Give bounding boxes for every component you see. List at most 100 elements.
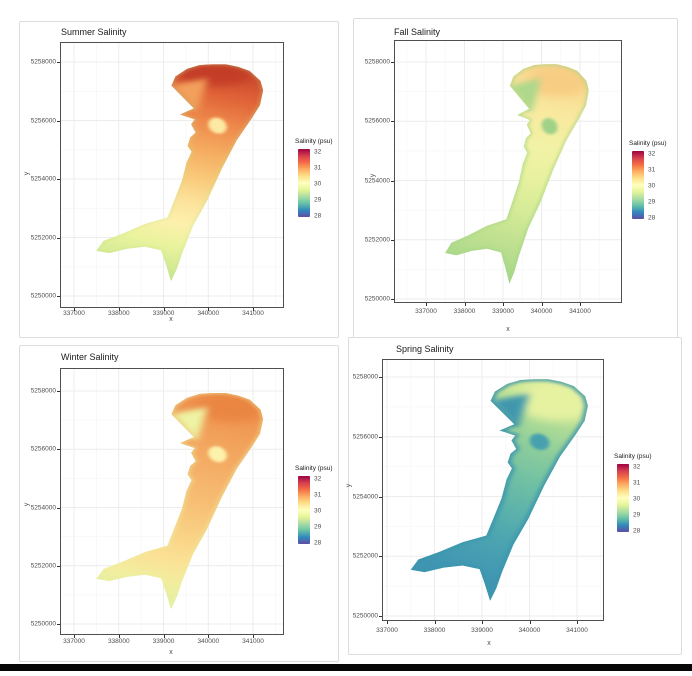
y-tick-label: 5256000 (30, 117, 56, 124)
x-tick-label: 340000 (530, 308, 553, 315)
axis-tick (482, 621, 483, 624)
map-summer (60, 42, 284, 308)
axis-tick (253, 635, 254, 638)
legend-tick: 32 (648, 150, 656, 157)
y-tick-label: 5252000 (352, 552, 378, 560)
panel-title: Spring Salinity (396, 344, 454, 354)
x-axis-label: x (169, 316, 173, 323)
y-tick-label: 5252000 (30, 562, 56, 570)
axis-tick (208, 308, 210, 311)
axis-tick (391, 239, 394, 241)
colorbar-legend: Salinity (psu) 32 31 30 29 28 (629, 140, 691, 230)
panel-fall: Fall Salinity y x Salinity (psu) 32 31 3… (353, 18, 678, 340)
x-tick-label: 340000 (197, 638, 220, 645)
panel-title: Summer Salinity (61, 27, 127, 37)
x-tick-label: 338000 (453, 308, 476, 315)
legend-title: Salinity (psu) (295, 138, 333, 145)
legend-tick: 31 (648, 166, 656, 173)
legend-title: Salinity (psu) (614, 453, 652, 460)
axis-tick (57, 62, 60, 63)
x-tick-label: 340000 (197, 310, 220, 317)
y-axis-label: y (23, 502, 31, 507)
panel-winter: Winter Salinity y x Salinity (psu) 32 31… (19, 345, 339, 662)
axis-tick (118, 308, 120, 311)
axis-tick (57, 296, 60, 297)
legend-tick: 30 (314, 180, 322, 187)
y-tick-label: 5254000 (30, 504, 56, 511)
bottom-black-bar (0, 664, 692, 671)
y-tick-label: 5258000 (30, 58, 56, 66)
axis-tick (57, 120, 60, 122)
y-axis-label: y (23, 171, 31, 176)
y-axis-label: y (345, 483, 353, 488)
legend-tick: 29 (648, 198, 656, 205)
y-tick-label: 5252000 (30, 234, 56, 241)
colorbar (298, 476, 310, 544)
axis-tick (57, 565, 60, 567)
x-axis-label: x (506, 326, 510, 333)
y-tick-label: 5250000 (364, 295, 390, 303)
axis-tick (74, 308, 75, 311)
colorbar (632, 151, 644, 219)
axis-tick (580, 303, 581, 306)
y-tick-label: 5256000 (364, 117, 390, 125)
legend-tick: 29 (314, 196, 322, 203)
axis-tick (379, 377, 382, 378)
x-tick-label: 341000 (566, 627, 588, 634)
y-tick-label: 5254000 (30, 175, 56, 183)
x-axis-label: x (169, 649, 173, 656)
axis-tick (57, 624, 60, 625)
x-tick-label: 339000 (492, 308, 514, 315)
x-tick-label: 341000 (242, 310, 264, 317)
map-fall (394, 40, 622, 303)
map-spring (382, 359, 604, 621)
axis-tick (391, 62, 394, 63)
axis-tick (163, 308, 165, 311)
legend-tick: 29 (314, 523, 322, 530)
axis-tick (379, 496, 382, 498)
axis-tick (57, 179, 60, 180)
x-axis-label: x (487, 640, 491, 647)
colorbar-legend: Salinity (psu) 32 31 30 29 28 (295, 465, 357, 555)
legend-tick: 28 (314, 539, 322, 546)
legend-tick: 30 (314, 507, 322, 514)
axis-tick (391, 121, 394, 123)
axis-tick (529, 621, 531, 624)
legend-tick: 32 (633, 463, 641, 470)
axis-tick (379, 556, 382, 558)
y-tick-label: 5252000 (364, 236, 390, 244)
axis-tick (541, 303, 543, 306)
x-tick-label: 337000 (63, 310, 85, 317)
axis-tick (577, 621, 578, 624)
x-tick-label: 339000 (471, 627, 493, 634)
legend-tick: 31 (314, 491, 322, 498)
axis-tick (426, 303, 427, 306)
axis-tick (379, 616, 382, 617)
axis-tick (163, 635, 165, 638)
axis-tick (57, 507, 60, 509)
legend-tick: 28 (633, 527, 641, 534)
x-tick-label: 337000 (63, 638, 85, 645)
x-tick-label: 338000 (107, 310, 130, 317)
gridlines (382, 359, 604, 621)
axis-tick (464, 303, 466, 306)
axis-tick (391, 299, 394, 300)
y-tick-label: 5256000 (30, 445, 56, 453)
axis-tick (208, 635, 210, 638)
axis-tick (434, 621, 436, 624)
map-winter (60, 368, 284, 635)
legend-tick: 28 (648, 214, 656, 221)
panel-spring: Spring Salinity y x Salinity (psu) 32 31… (345, 337, 682, 655)
y-tick-label: 5254000 (352, 493, 378, 500)
panel-title: Winter Salinity (61, 352, 119, 362)
legend-title: Salinity (psu) (295, 465, 333, 472)
y-tick-label: 5250000 (352, 612, 378, 620)
legend-tick: 30 (648, 182, 656, 189)
colorbar (298, 149, 310, 217)
colorbar-legend: Salinity (psu) 32 31 30 29 28 (614, 453, 676, 543)
y-tick-label: 5258000 (364, 58, 390, 66)
x-tick-label: 341000 (569, 308, 591, 315)
colorbar (617, 464, 629, 532)
x-tick-label: 339000 (152, 638, 175, 645)
